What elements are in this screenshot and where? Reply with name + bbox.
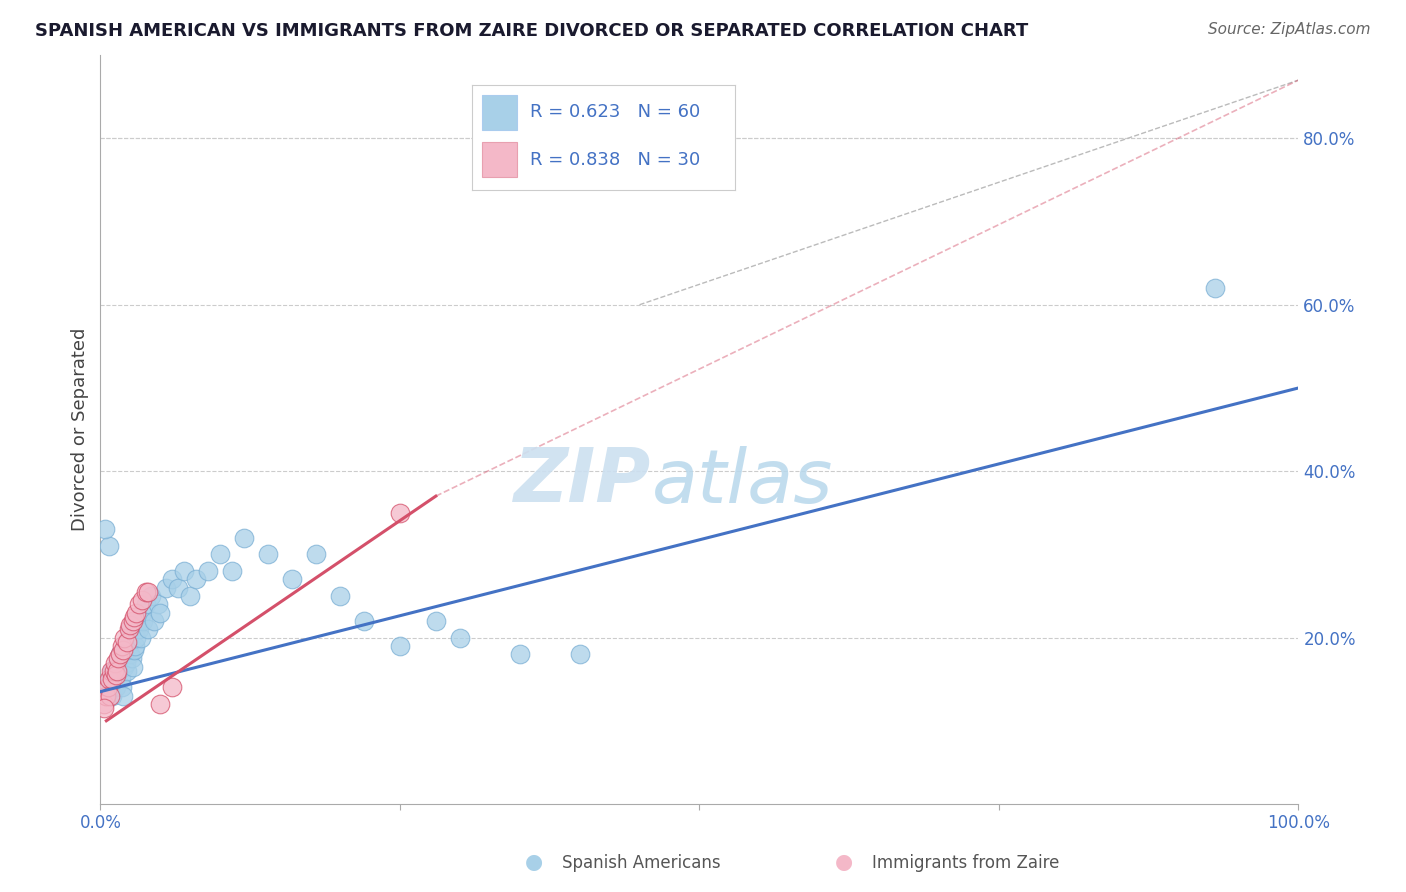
Point	[131, 606, 153, 620]
Point	[143, 614, 166, 628]
Point	[449, 631, 471, 645]
Point	[110, 672, 132, 686]
Point	[129, 631, 152, 645]
Point	[131, 593, 153, 607]
Point	[125, 631, 148, 645]
Point	[120, 647, 142, 661]
Point	[305, 547, 328, 561]
Point	[353, 614, 375, 628]
Point	[128, 597, 150, 611]
Point	[94, 523, 117, 537]
Point	[107, 651, 129, 665]
Point	[104, 681, 127, 695]
Point	[221, 564, 243, 578]
Point	[122, 609, 145, 624]
Point	[96, 681, 118, 695]
Point	[233, 531, 256, 545]
Point	[197, 564, 219, 578]
Point	[107, 656, 129, 670]
Point	[101, 664, 124, 678]
Point	[101, 689, 124, 703]
Point	[112, 659, 135, 673]
Point	[121, 651, 143, 665]
Point	[98, 672, 121, 686]
Point	[149, 697, 172, 711]
Point	[135, 584, 157, 599]
Point	[117, 639, 139, 653]
Point	[118, 631, 141, 645]
Point	[111, 681, 134, 695]
Point	[101, 672, 124, 686]
Text: ZIP: ZIP	[515, 445, 651, 518]
Point	[122, 643, 145, 657]
Text: Spanish Americans: Spanish Americans	[562, 855, 721, 872]
Point	[257, 547, 280, 561]
Point	[425, 614, 447, 628]
Point	[120, 622, 142, 636]
Point	[132, 614, 155, 628]
Text: Source: ZipAtlas.com: Source: ZipAtlas.com	[1208, 22, 1371, 37]
Point	[568, 647, 591, 661]
Point	[111, 639, 134, 653]
Point	[155, 581, 177, 595]
Point	[149, 606, 172, 620]
Point	[162, 681, 184, 695]
Point	[96, 689, 118, 703]
Text: ●: ●	[835, 853, 852, 872]
Y-axis label: Divorced or Separated: Divorced or Separated	[72, 328, 89, 532]
Point	[186, 572, 208, 586]
Point	[121, 614, 143, 628]
Point	[128, 622, 150, 636]
Point	[136, 622, 159, 636]
Point	[146, 597, 169, 611]
Point	[388, 639, 411, 653]
Point	[388, 506, 411, 520]
Point	[104, 672, 127, 686]
Point	[139, 589, 162, 603]
Point	[329, 589, 352, 603]
Point	[120, 618, 142, 632]
Point	[103, 664, 125, 678]
Point	[104, 668, 127, 682]
Point	[125, 606, 148, 620]
Point	[1204, 281, 1226, 295]
Point	[114, 656, 136, 670]
Point	[96, 681, 118, 695]
Point	[127, 614, 149, 628]
Point	[281, 572, 304, 586]
Point	[136, 584, 159, 599]
Text: ●: ●	[526, 853, 543, 872]
Point	[100, 664, 122, 678]
Point	[125, 622, 148, 636]
Point	[107, 664, 129, 678]
Point	[108, 647, 131, 661]
Point	[112, 689, 135, 703]
Point	[162, 572, 184, 586]
Point	[135, 597, 157, 611]
Point	[93, 701, 115, 715]
Text: atlas: atlas	[651, 446, 832, 518]
Point	[124, 639, 146, 653]
Point	[93, 697, 115, 711]
Point	[118, 622, 141, 636]
Point	[108, 647, 131, 661]
Point	[179, 589, 201, 603]
Point	[173, 564, 195, 578]
Text: SPANISH AMERICAN VS IMMIGRANTS FROM ZAIRE DIVORCED OR SEPARATED CORRELATION CHAR: SPANISH AMERICAN VS IMMIGRANTS FROM ZAIR…	[35, 22, 1028, 40]
Point	[167, 581, 190, 595]
Point	[97, 672, 120, 686]
Point	[112, 643, 135, 657]
Point	[112, 647, 135, 661]
Point	[115, 634, 138, 648]
Point	[98, 689, 121, 703]
Point	[509, 647, 531, 661]
Point	[104, 656, 127, 670]
Point	[115, 664, 138, 678]
Point	[112, 631, 135, 645]
Point	[105, 664, 128, 678]
Text: Immigrants from Zaire: Immigrants from Zaire	[872, 855, 1059, 872]
Point	[209, 547, 232, 561]
Point	[97, 539, 120, 553]
Point	[121, 659, 143, 673]
